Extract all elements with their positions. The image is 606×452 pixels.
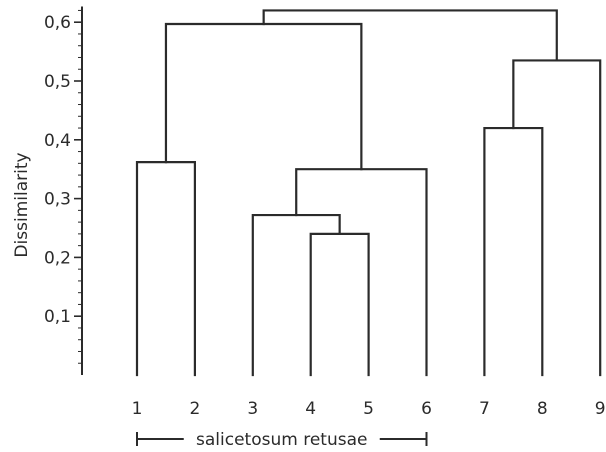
leaf-label-8: 8 bbox=[537, 399, 548, 419]
leaf-label-4: 4 bbox=[305, 399, 316, 419]
group-annotation: salicetosum retusae bbox=[136, 430, 428, 450]
leaf-label-9: 9 bbox=[595, 399, 606, 419]
y-axis: 0,1 0,2 0,3 0,4 0,5 0,6 bbox=[44, 6, 83, 375]
leaf-labels: 1 2 3 4 5 6 7 8 9 bbox=[132, 399, 606, 419]
leaf-label-3: 3 bbox=[247, 399, 258, 419]
y-tick-label: 0,4 bbox=[44, 131, 71, 151]
y-tick-label: 0,1 bbox=[44, 307, 71, 327]
leaf-label-1: 1 bbox=[132, 399, 143, 419]
dendrogram-link-1 bbox=[309, 232, 370, 377]
y-tick-label: 0,3 bbox=[44, 190, 71, 210]
dendrogram-link-7 bbox=[164, 22, 363, 171]
dendrogram-link-8 bbox=[262, 9, 558, 62]
group-label: salicetosum retusae bbox=[196, 430, 367, 450]
dendrogram-link-2 bbox=[251, 213, 341, 377]
y-tick-label: 0,2 bbox=[44, 248, 71, 268]
leaf-label-7: 7 bbox=[479, 399, 490, 419]
y-tick-label: 0,6 bbox=[44, 13, 71, 33]
dendrogram-link-5 bbox=[483, 126, 544, 377]
dendrogram-link-3 bbox=[295, 168, 428, 377]
y-axis-title: Dissimilarity bbox=[12, 152, 32, 257]
dendrogram-links bbox=[135, 9, 602, 377]
dendrogram-link-6 bbox=[512, 59, 602, 377]
leaf-label-5: 5 bbox=[363, 399, 374, 419]
y-tick-label: 0,5 bbox=[44, 72, 71, 92]
leaf-label-2: 2 bbox=[189, 399, 200, 419]
dendrogram-link-4 bbox=[135, 161, 196, 377]
leaf-label-6: 6 bbox=[421, 399, 432, 419]
